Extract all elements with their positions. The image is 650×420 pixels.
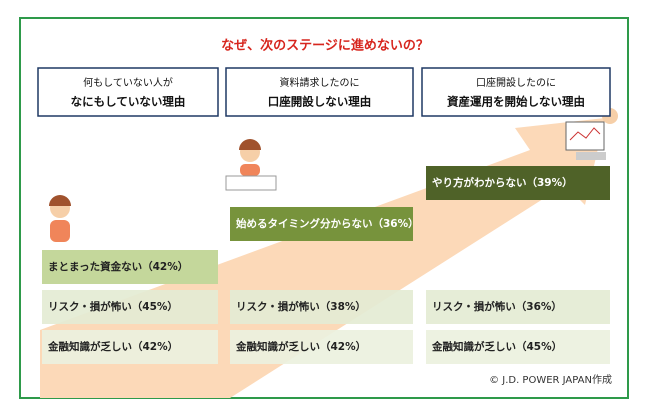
person-icon [225,139,277,191]
reason-text: やり方がわからない（39%） [432,176,573,189]
reason-box [42,330,218,364]
stage-header-box [421,67,611,117]
reason-text: リスク・損が怖い（38%） [236,300,366,313]
stage-header-line: 口座開設しない理由 [268,95,372,109]
reason-box [426,330,610,364]
reason-text: まとまった資金ない（42%） [48,260,188,273]
reason-box [426,166,610,200]
stage-header-box [225,67,414,117]
stage-header-line: 何もしていない人が [83,76,173,89]
reason-text: リスク・損が怖い（45%） [48,300,178,313]
reason-box [42,290,218,324]
reason-text: リスク・損が怖い（36%） [432,300,562,313]
stage-header-box [37,67,219,117]
reason-text: 金融知識が乏しい（42%） [47,340,178,353]
reason-box [426,290,610,324]
stage-header-line: 資産運用を開始しない理由 [447,95,585,109]
reason-text: 金融知識が乏しい（45%） [431,340,562,353]
reason-box [230,207,413,241]
reason-box [230,330,413,364]
footer: © J.D. POWER JAPAN作成 [489,374,612,386]
person-icon [49,195,71,242]
stage-header-line: 口座開設したのに [476,76,556,89]
stage-header-line: なにもしていない理由 [71,95,186,109]
reason-text: 金融知識が乏しい（42%） [235,340,366,353]
reason-text: 始めるタイミング分からない（36%） [236,217,419,230]
reason-box [42,250,218,284]
stage-header-line: 資料請求したのに [280,76,360,89]
title: なぜ、次のステージに進めないの？ [221,38,429,54]
reason-box [230,290,413,324]
